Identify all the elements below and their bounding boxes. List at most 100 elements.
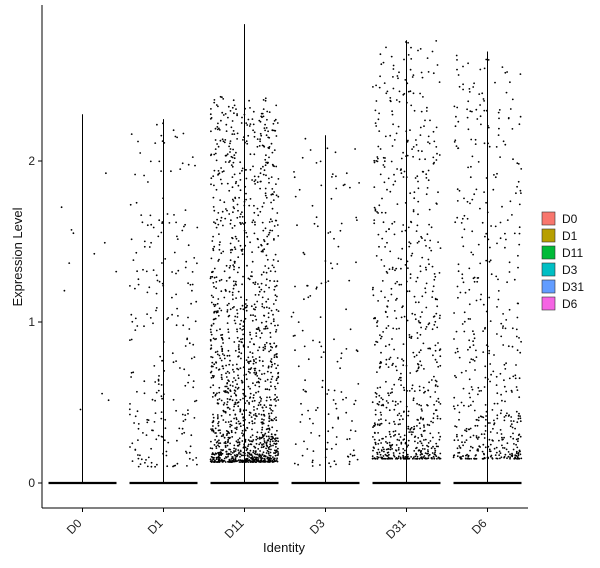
point-D31	[434, 320, 437, 323]
point-D6	[458, 411, 461, 414]
point-D11	[240, 338, 242, 341]
point-D6	[516, 316, 519, 319]
point-D31	[392, 123, 394, 126]
point-D11	[242, 136, 245, 139]
point-D31	[404, 79, 407, 81]
point-D31	[416, 425, 418, 427]
point-D11	[213, 267, 216, 270]
point-D11	[211, 356, 214, 359]
point-D11	[259, 132, 262, 135]
point-D31	[425, 245, 427, 247]
point-D6	[453, 105, 456, 108]
point-D6	[493, 402, 496, 405]
point-D1	[174, 464, 177, 467]
point-D6	[465, 439, 468, 441]
point-D11	[240, 454, 243, 457]
point-D6	[456, 106, 459, 109]
point-D31	[410, 431, 412, 433]
point-D11	[213, 276, 216, 279]
point-D11	[262, 422, 265, 425]
point-D11	[235, 363, 238, 366]
point-D11	[242, 392, 245, 395]
point-D31	[439, 417, 442, 420]
point-D11	[235, 448, 237, 450]
point-D6	[457, 263, 460, 266]
point-D31	[388, 228, 390, 231]
point-D6	[499, 156, 501, 159]
point-D11	[268, 420, 271, 423]
point-D11	[231, 452, 234, 454]
point-D6	[456, 433, 458, 436]
y-tick-label: 2	[28, 154, 35, 168]
point-D11	[274, 404, 277, 407]
point-D11	[264, 343, 266, 346]
point-D11	[221, 138, 224, 141]
point-D31	[405, 130, 408, 133]
point-D11	[249, 387, 252, 390]
point-D6	[458, 418, 460, 421]
point-D11	[265, 447, 267, 450]
point-D6	[486, 345, 489, 348]
point-D11	[231, 227, 234, 229]
point-D11	[255, 335, 258, 337]
point-D6	[476, 118, 479, 120]
point-D31	[385, 448, 388, 451]
point-D11	[228, 453, 231, 455]
point-D6	[519, 115, 522, 118]
point-D11	[261, 296, 264, 299]
point-D6	[467, 318, 470, 320]
point-D6	[489, 380, 491, 383]
point-D11	[232, 298, 234, 301]
point-D11	[275, 446, 277, 448]
point-D1	[130, 371, 133, 374]
point-D1	[161, 140, 164, 143]
point-D11	[270, 409, 272, 411]
point-D6	[516, 185, 518, 188]
point-D11	[243, 443, 246, 446]
point-D11	[212, 196, 215, 199]
point-D3	[299, 421, 302, 423]
point-D11	[222, 98, 225, 100]
point-D11	[239, 323, 242, 325]
point-D6	[458, 356, 461, 359]
point-D11	[267, 136, 270, 139]
point-D6	[471, 230, 474, 233]
point-D6	[485, 177, 488, 179]
point-D31	[387, 402, 389, 404]
point-D3	[320, 184, 323, 187]
point-D31	[396, 297, 398, 300]
point-D6	[488, 260, 491, 263]
point-D31	[379, 365, 382, 368]
point-D11	[235, 237, 238, 240]
point-D11	[258, 438, 261, 440]
point-D11	[212, 235, 215, 238]
point-D31	[435, 126, 438, 129]
point-D11	[233, 154, 236, 157]
point-D11	[239, 422, 242, 425]
point-D11	[236, 454, 239, 456]
point-D31	[407, 267, 409, 269]
point-D3	[293, 176, 296, 179]
point-D31	[388, 358, 391, 361]
point-D31	[432, 316, 435, 318]
point-D11	[234, 401, 237, 404]
point-D11	[241, 413, 244, 416]
point-D6	[456, 216, 459, 219]
point-D1	[152, 226, 155, 229]
point-D11	[261, 360, 264, 363]
point-D1	[188, 342, 191, 345]
point-D11	[233, 262, 236, 264]
point-D11	[272, 164, 275, 167]
point-D11	[269, 331, 272, 334]
point-D1	[148, 286, 151, 289]
point-D11	[276, 295, 278, 298]
point-D11	[270, 385, 272, 388]
point-D11	[244, 446, 247, 449]
point-D31	[427, 449, 429, 451]
point-D11	[227, 315, 230, 318]
point-D11	[242, 333, 245, 336]
point-D1	[164, 427, 167, 430]
point-D6	[465, 370, 467, 372]
point-D11	[241, 211, 243, 214]
point-D6	[515, 386, 518, 388]
